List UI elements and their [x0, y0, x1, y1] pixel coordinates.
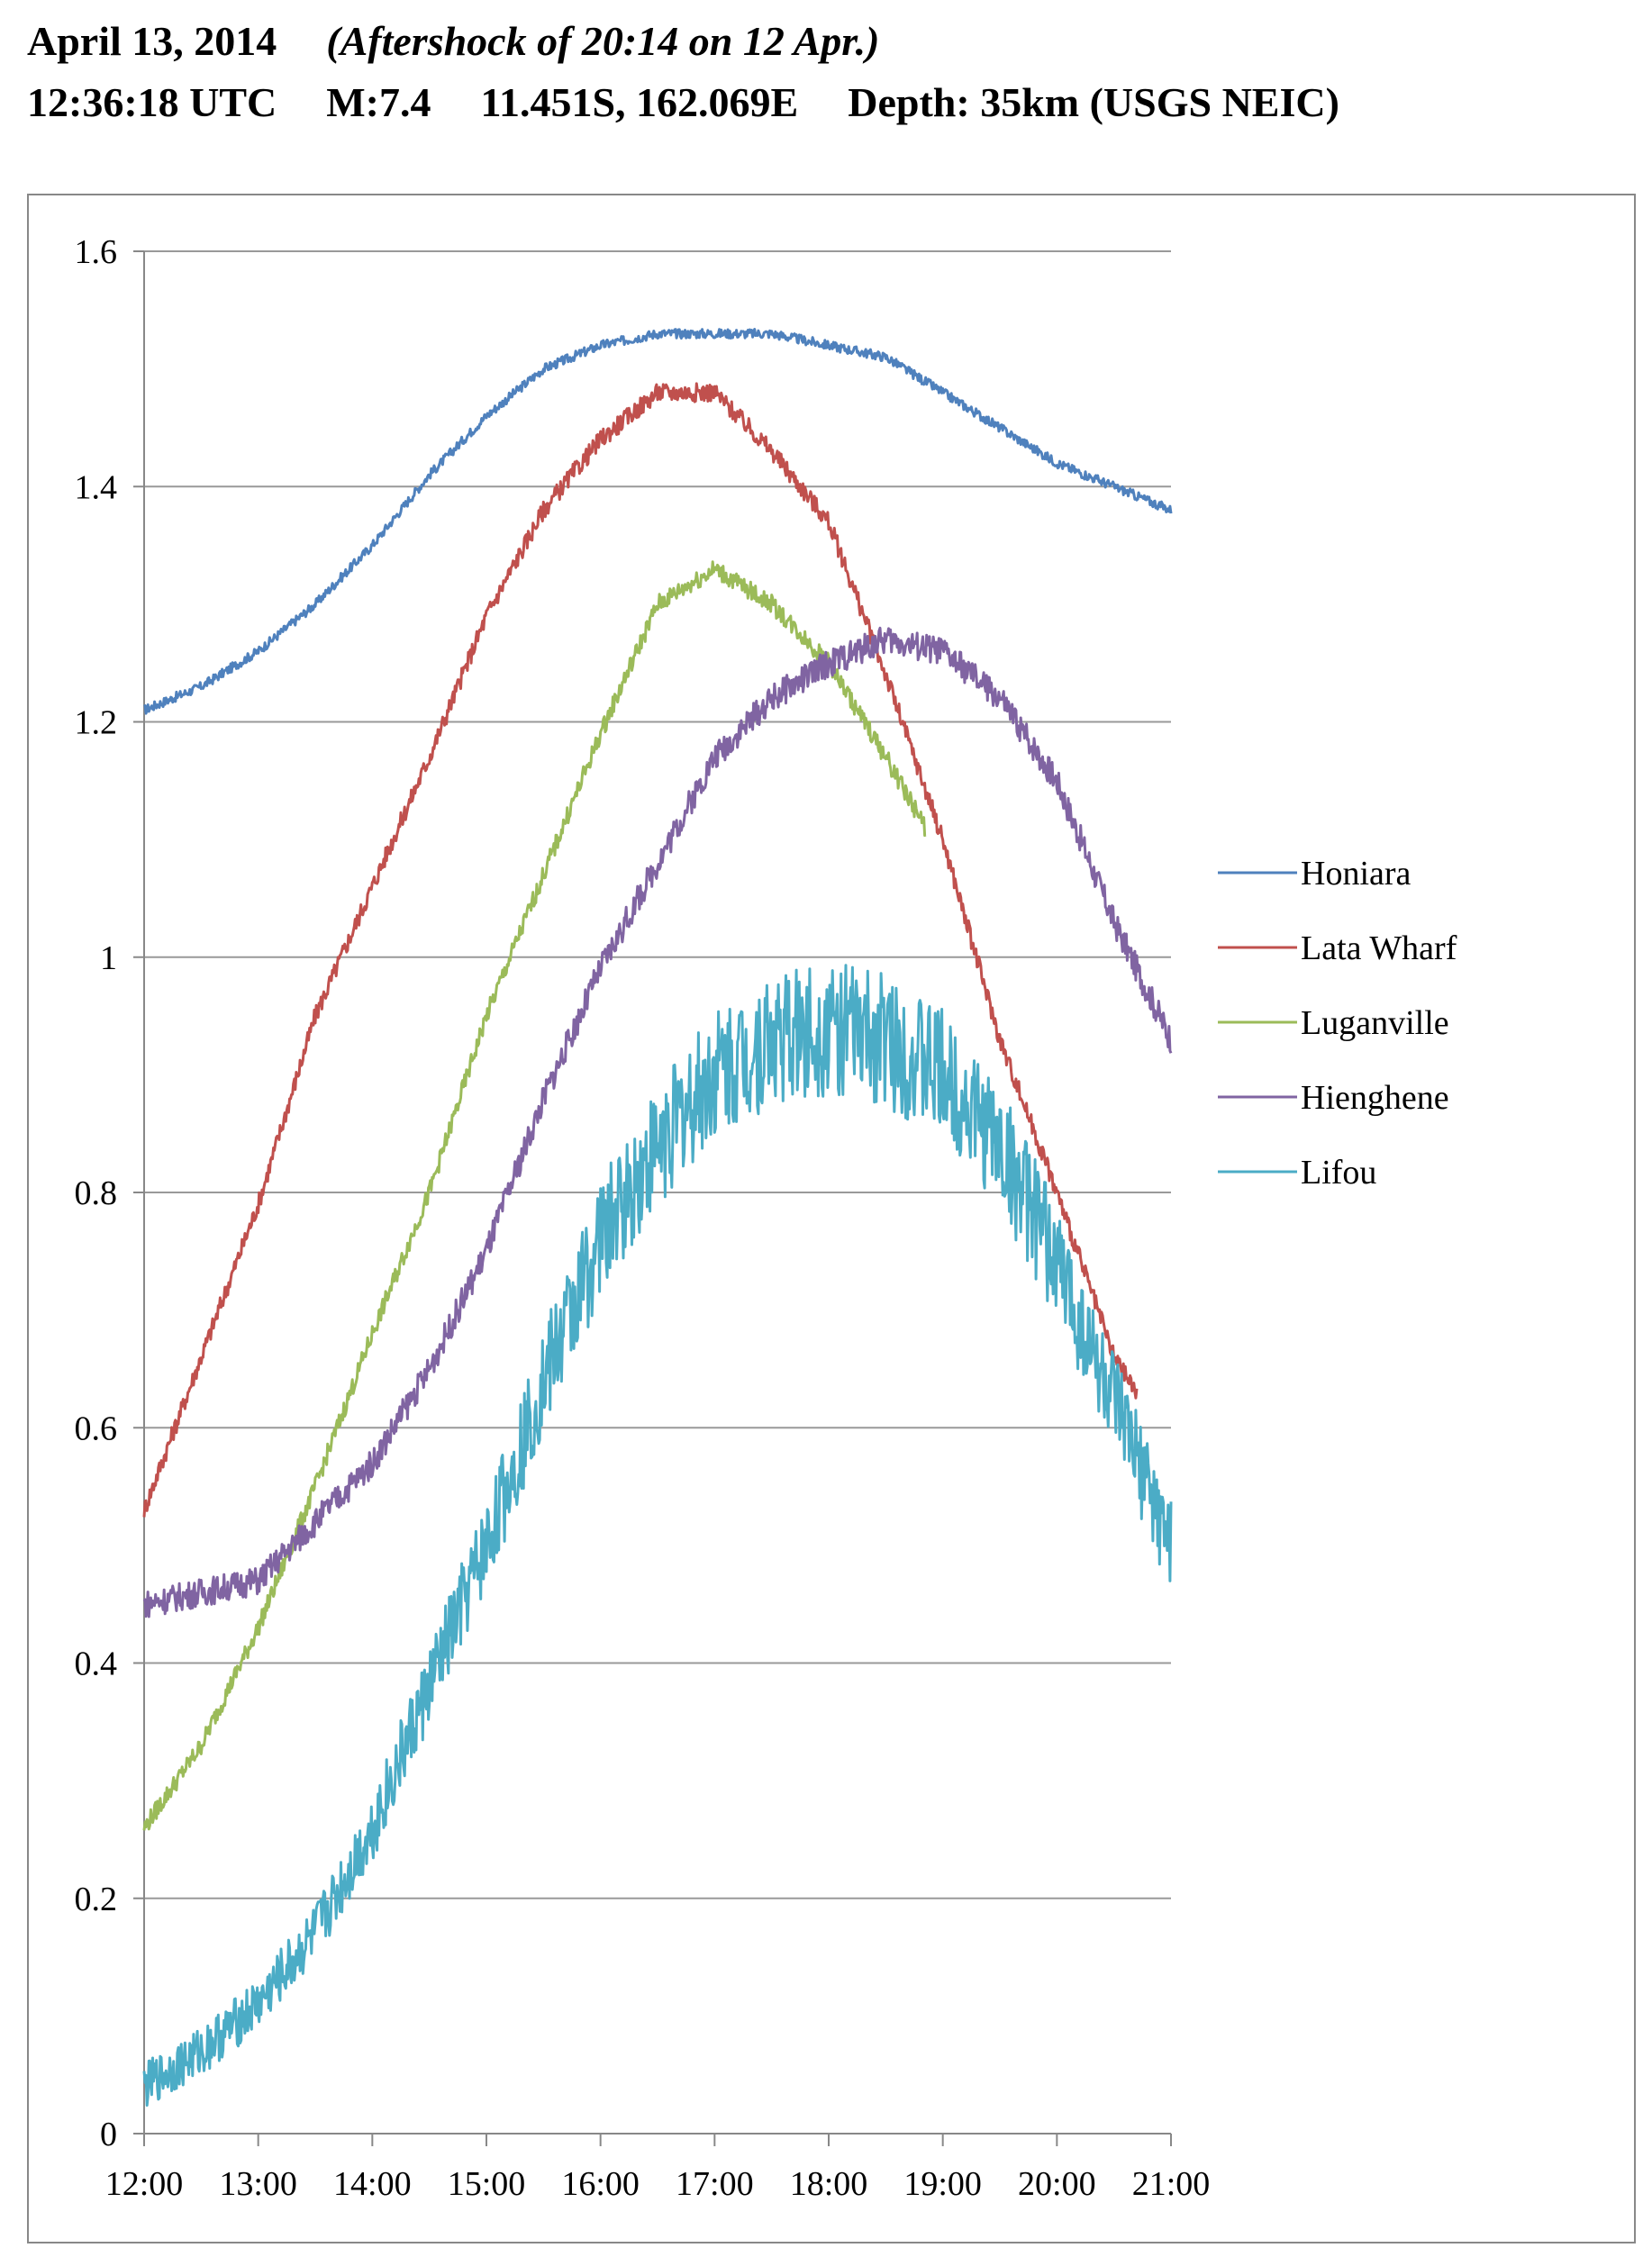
y-tick-label: 0.4: [75, 1645, 118, 1683]
event-depth: Depth: 35km (USGS NEIC): [848, 79, 1339, 125]
x-tick-label: 13:00: [219, 2165, 297, 2203]
y-tick-label: 1: [100, 939, 117, 977]
series-line-hienghene: [142, 626, 1173, 1618]
event-note: (Aftershock of 20:14 on 12 Apr.): [326, 18, 880, 64]
header-line-1: April 13, 2014 (Aftershock of 20:14 on 12…: [27, 11, 1389, 72]
legend-label: Hienghene: [1301, 1079, 1449, 1117]
legend-label: Honiara: [1301, 855, 1411, 893]
header: April 13, 2014 (Aftershock of 20:14 on 12…: [27, 11, 1389, 133]
x-tick-label: 15:00: [448, 2165, 526, 2203]
x-tick-label: 21:00: [1132, 2165, 1211, 2203]
y-tick-label: 1.6: [75, 233, 118, 271]
tide-gauge-chart: 0 0.2 0.4 0.6 0.8 1 1.2 1.4 1.6 12:00 13:00 14:00 15…: [75, 233, 1457, 2203]
event-date: April 13, 2014: [27, 18, 277, 64]
y-tick-label: 1.4: [75, 468, 118, 506]
x-tick-label: 12:00: [105, 2165, 184, 2203]
header-line-2: 12:36:18 UTC M:7.4 11.451S, 162.069E Depth:…: [27, 72, 1389, 133]
x-tick-label: 18:00: [790, 2165, 868, 2203]
y-tick-label: 0.8: [75, 1174, 118, 1212]
x-tick-label: 17:00: [676, 2165, 754, 2203]
legend-label: Lata Wharf: [1301, 929, 1457, 967]
x-tick-label: 14:00: [333, 2165, 412, 2203]
series-line-lifou: [142, 964, 1173, 2107]
x-tick-label: 19:00: [903, 2165, 982, 2203]
series-line-lata-wharf: [142, 382, 1139, 1518]
y-tick-label: 0.6: [75, 1409, 118, 1447]
event-time: 12:36:18 UTC: [27, 79, 277, 125]
y-tick-label: 0: [100, 2116, 117, 2153]
event-location: 11.451S, 162.069E: [480, 79, 799, 125]
legend-label: Lifou: [1301, 1154, 1376, 1192]
legend-label: Luganville: [1301, 1004, 1449, 1042]
x-tick-label: 20:00: [1018, 2165, 1096, 2203]
y-tick-label: 1.2: [75, 704, 118, 742]
chart-frame: 0 0.2 0.4 0.6 0.8 1 1.2 1.4 1.6 12:00 13:00 14:00 15…: [27, 194, 1636, 2243]
event-magnitude: M:7.4: [326, 79, 431, 125]
series-line-honiara: [143, 328, 1173, 715]
y-tick-label: 0.2: [75, 1881, 118, 1918]
series-line-luganville: [142, 560, 927, 1831]
x-tick-label: 16:00: [561, 2165, 640, 2203]
